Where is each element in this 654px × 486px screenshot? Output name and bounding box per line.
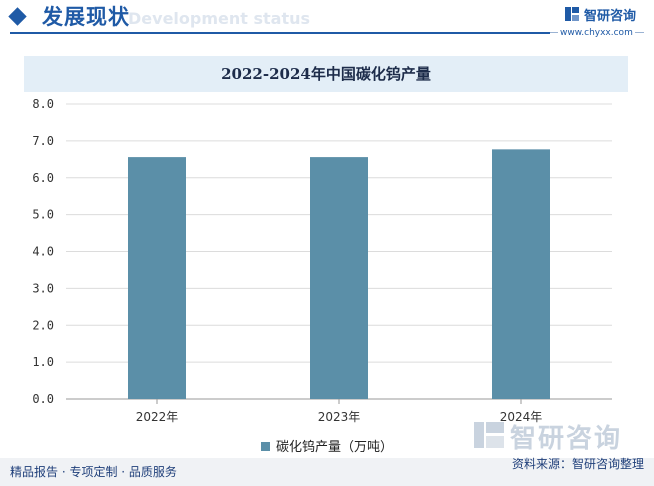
chart-legend: 碳化钨产量（万吨） xyxy=(0,436,654,456)
header-title: 发展现状 xyxy=(42,5,130,29)
y-tick-label: 6.0 xyxy=(32,171,54,185)
watermark-logo-icon xyxy=(474,422,504,448)
header: Development status 发展现状 智研咨询 www.chyxx.c… xyxy=(0,0,654,44)
watermark-brand: 智研咨询 xyxy=(510,424,623,454)
y-tick-label: 4.0 xyxy=(32,245,54,259)
y-tick-label: 8.0 xyxy=(32,97,54,111)
x-tick-label: 2023年 xyxy=(318,410,361,424)
legend-label: 碳化钨产量（万吨） xyxy=(275,440,393,455)
bar-2 xyxy=(310,157,368,399)
chart-title: 2022-2024年中国碳化钨产量 xyxy=(221,65,431,83)
x-tick-label: 2024年 xyxy=(500,410,543,424)
header-subtitle: Development status xyxy=(128,9,311,28)
bar-1 xyxy=(128,157,186,399)
footer-slogan: 精品报告 · 专项定制 · 品质服务 xyxy=(10,465,177,479)
y-tick-label: 7.0 xyxy=(32,134,54,148)
y-tick-label: 1.0 xyxy=(32,355,54,369)
brand-name: 智研咨询 xyxy=(584,9,637,24)
y-tick-label: 2.0 xyxy=(32,318,54,332)
y-tick-label: 3.0 xyxy=(32,281,54,295)
x-tick-label: 2022年 xyxy=(136,410,179,424)
bar-chart: 0.0 1.0 2.0 3.0 4.0 5.0 6.0 7.0 8.0 2022年 2023年 202… xyxy=(32,97,612,424)
footer-band xyxy=(0,458,654,486)
diamond-icon xyxy=(8,7,27,26)
chart-title-band: 2022-2024年中国碳化钨产量 xyxy=(24,56,628,92)
header-divider xyxy=(10,32,550,34)
brand-logo-icon xyxy=(565,7,579,21)
y-tick-label: 0.0 xyxy=(32,392,54,406)
footer-source: 资料来源：智研咨询整理 xyxy=(511,457,644,471)
bar-3 xyxy=(492,149,550,399)
y-tick-label: 5.0 xyxy=(32,208,54,222)
legend-swatch xyxy=(260,442,270,451)
brand-url[interactable]: www.chyxx.com xyxy=(558,28,635,38)
